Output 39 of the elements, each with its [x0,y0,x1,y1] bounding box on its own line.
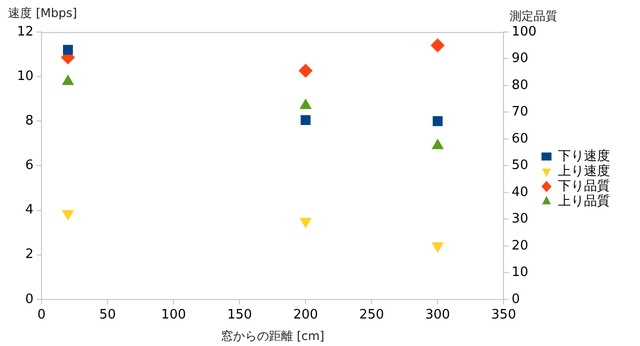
y2-tick-label: 20 [512,238,528,254]
y-tick-label: 10 [16,68,34,84]
y-tick-label: 6 [25,158,34,174]
y2-tick-label: 50 [512,158,528,174]
y-tick-label: 12 [16,24,34,40]
legend-label: 下り品質 [558,178,610,194]
y-tick-label: 4 [25,202,34,218]
x-tick-label: 0 [37,308,46,323]
y2-tick-label: 60 [512,131,528,146]
y-axis-title: 速度 [Mbps] [8,6,78,20]
point [300,218,312,228]
point [432,116,443,126]
y2-tick-label: 40 [512,184,528,200]
point [63,44,73,55]
x-tick-label: 250 [359,308,384,323]
x-tick-label: 350 [491,308,516,323]
y2-tick-label: 30 [512,212,528,227]
y2-tick-label: 10 [512,265,528,280]
y2-axis-title: 測定品質 [510,9,558,23]
y-tick-label: 0 [25,292,34,307]
x-tick-label: 100 [161,308,186,323]
point [432,242,444,253]
y2-tick-label: 0 [512,292,520,307]
x-tick-label: 300 [425,308,450,323]
legend-label: 下り速度 [558,148,610,164]
y2-tick-label: 70 [512,104,528,120]
point [62,210,74,221]
x-tick-label: 50 [99,308,116,323]
legend-label: 上り速度 [558,162,610,179]
legend-label: 上り品質 [558,194,610,209]
y2-tick-label: 90 [512,51,528,66]
x-tick-label: 200 [293,308,318,323]
x-axis-title: 窓からの距離 [cm] [220,329,324,343]
y2-tick-label: 80 [512,78,528,93]
y-tick-label: 2 [25,247,34,262]
x-tick-label: 150 [227,308,252,323]
y2-tick-label: 100 [512,24,537,40]
y-tick-label: 8 [25,114,34,129]
point [300,115,311,125]
